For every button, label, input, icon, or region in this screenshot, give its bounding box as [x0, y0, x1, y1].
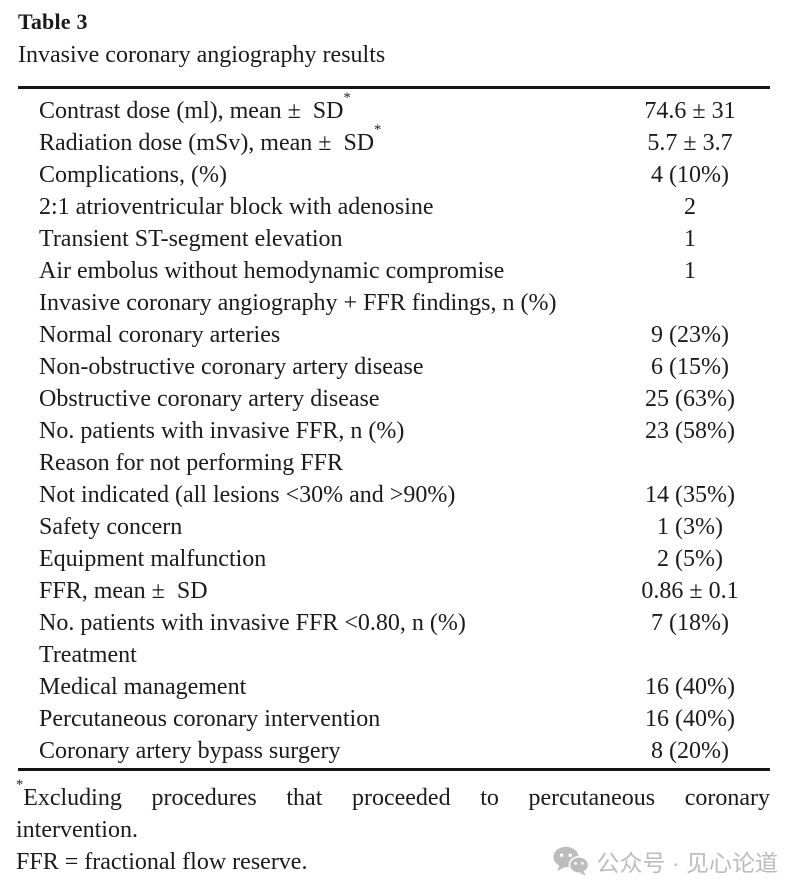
table-row: Radiation dose (mSv), mean ± SD* 5.7 ± 3.… [18, 121, 770, 159]
table-row: Percutaneous coronary intervention 16 (40… [18, 703, 770, 735]
row-value: 16 (40%) [645, 674, 735, 700]
footnote-line-1-text: Excluding procedures that proceeded to p… [23, 785, 770, 811]
table-row: Not indicated (all lesions <30% and >90%… [18, 479, 770, 511]
footnote-marker: * [16, 776, 24, 793]
row-label: Radiation dose (mSv), mean ± SD* [39, 121, 382, 156]
watermark-text: 公众号 · 见心论道 [596, 850, 778, 876]
row-label: Contrast dose (ml), mean ± SD* [39, 89, 351, 124]
row-value: 2 [684, 194, 696, 220]
row-value: 14 (35%) [645, 482, 735, 508]
row-value: 74.6 ± 31 [644, 98, 736, 124]
table-rows: Contrast dose (ml), mean ± SD* 74.6 ± 31 R… [18, 89, 770, 767]
table-caption: Invasive coronary angiography results [18, 42, 386, 68]
wechat-icon [553, 846, 589, 876]
table-footnotes: *Excluding procedures that proceeded to … [16, 777, 770, 878]
table-row: Contrast dose (ml), mean ± SD* 74.6 ± 31 [18, 89, 770, 127]
table-row: 2:1 atrioventricular block with adenosin… [18, 191, 770, 223]
row-label: Equipment malfunction [39, 546, 267, 572]
footnote-line-2: intervention. [16, 817, 138, 843]
row-label: Reason for not performing FFR [39, 450, 343, 476]
table-row: Safety concern 1 (3%) [18, 511, 770, 543]
table-row: Transient ST-segment elevation 1 [18, 223, 770, 255]
row-label-superscript: * [374, 121, 382, 138]
table-row: Obstructive coronary artery disease 25 (6… [18, 383, 770, 415]
row-value: 25 (63%) [645, 386, 735, 412]
table-row: Treatment [18, 639, 770, 671]
table-row: No. patients with invasive FFR, n (%) 23 … [18, 415, 770, 447]
row-value: 0.86 ± 0.1 [641, 578, 739, 604]
row-label: Safety concern [39, 514, 183, 540]
table-row: No. patients with invasive FFR <0.80, n … [18, 607, 770, 639]
row-value: 1 [684, 226, 696, 252]
footnote-line-1: *Excluding procedures that proceeded to … [16, 777, 770, 814]
row-value: 9 (23%) [651, 322, 729, 348]
row-label: Air embolus without hemodynamic compromi… [39, 258, 505, 284]
row-label: Treatment [39, 642, 137, 668]
row-label: Coronary artery bypass surgery [39, 738, 341, 764]
row-value: 1 [684, 258, 696, 284]
row-value: 1 (3%) [657, 514, 723, 540]
table-row: Air embolus without hemodynamic compromi… [18, 255, 770, 287]
table-row: Non-obstructive coronary artery disease 6… [18, 351, 770, 383]
table-top-rule [18, 86, 770, 89]
row-label: No. patients with invasive FFR, n (%) [39, 418, 405, 444]
table-row: Reason for not performing FFR [18, 447, 770, 479]
table-row: FFR, mean ± SD 0.86 ± 0.1 [18, 575, 770, 607]
row-label: Normal coronary arteries [39, 322, 281, 348]
row-label: Obstructive coronary artery disease [39, 386, 380, 412]
table-row: Complications, (%) 4 (10%) [18, 159, 770, 191]
watermark: 公众号 · 见心论道 [553, 844, 778, 878]
row-label: Invasive coronary angiography + FFR find… [39, 290, 557, 316]
row-value: 23 (58%) [645, 418, 735, 444]
row-label: Medical management [39, 674, 247, 700]
row-label: 2:1 atrioventricular block with adenosin… [39, 194, 434, 220]
table-row: Equipment malfunction 2 (5%) [18, 543, 770, 575]
table-label: Table 3 [18, 9, 88, 34]
row-label: No. patients with invasive FFR <0.80, n … [39, 610, 466, 636]
row-label: Not indicated (all lesions <30% and >90%… [39, 482, 456, 508]
table-row: Invasive coronary angiography + FFR find… [18, 287, 770, 319]
row-value: 2 (5%) [657, 546, 723, 572]
row-label: Percutaneous coronary intervention [39, 706, 381, 732]
row-value: 5.7 ± 3.7 [647, 130, 733, 156]
table-bottom-rule [18, 768, 770, 771]
row-value: 16 (40%) [645, 706, 735, 732]
row-value: 4 (10%) [651, 162, 729, 188]
footnote-abbreviation: FFR = fractional flow reserve. [16, 849, 308, 875]
row-value: 6 (15%) [651, 354, 729, 380]
row-label: Transient ST-segment elevation [39, 226, 343, 252]
row-value: 7 (18%) [651, 610, 729, 636]
table-row: Normal coronary arteries 9 (23%) [18, 319, 770, 351]
row-label: FFR, mean ± SD [39, 578, 208, 604]
row-label-superscript: * [343, 89, 351, 106]
table-row: Coronary artery bypass surgery 8 (20%) [18, 735, 770, 767]
row-label: Non-obstructive coronary artery disease [39, 354, 424, 380]
table-row: Medical management 16 (40%) [18, 671, 770, 703]
row-label: Complications, (%) [39, 162, 227, 188]
row-value: 8 (20%) [651, 738, 729, 764]
